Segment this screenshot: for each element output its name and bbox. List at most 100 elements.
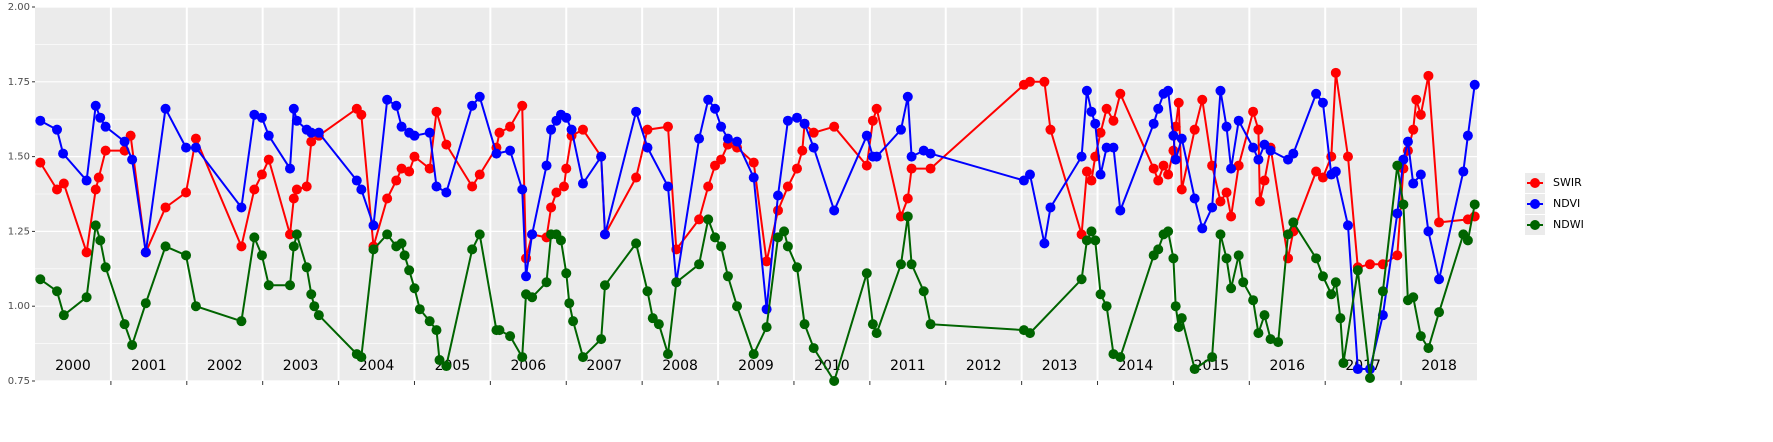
data-point (291, 229, 302, 240)
data-point (1189, 364, 1200, 375)
data-point (748, 349, 759, 360)
data-point (925, 148, 936, 159)
data-point (1076, 274, 1087, 285)
data-point (642, 142, 653, 153)
data-point (1086, 175, 1097, 186)
data-point (306, 136, 317, 147)
data-point (256, 112, 267, 123)
legend-marker (1530, 178, 1540, 188)
data-point (52, 286, 63, 297)
data-point (409, 151, 420, 162)
data-point (1168, 253, 1179, 264)
data-point (52, 124, 63, 135)
data-point (1415, 331, 1426, 342)
data-point (1265, 145, 1276, 156)
data-point (288, 193, 299, 204)
data-point (861, 130, 872, 141)
data-point (761, 256, 772, 267)
data-point (100, 262, 111, 273)
data-point (1259, 175, 1270, 186)
y-tick-label: 1.75 (8, 77, 30, 88)
data-point (561, 112, 572, 123)
data-point (1342, 151, 1353, 162)
data-point (541, 277, 552, 288)
data-point (1364, 373, 1375, 384)
data-point (160, 202, 171, 213)
data-point (902, 211, 913, 222)
data-point (1101, 103, 1112, 114)
data-point (1408, 124, 1419, 135)
data-point (249, 184, 260, 195)
data-point (1095, 169, 1106, 180)
data-point (1176, 184, 1187, 195)
data-point (1189, 193, 1200, 204)
data-point (505, 121, 516, 132)
data-point (1317, 97, 1328, 108)
data-point (263, 130, 274, 141)
data-point (895, 211, 906, 222)
data-point (1326, 289, 1337, 300)
data-point (1039, 238, 1050, 249)
data-point (918, 286, 929, 297)
data-point (494, 325, 505, 336)
data-point (546, 202, 557, 213)
data-point (551, 187, 562, 198)
data-point (1283, 229, 1294, 240)
data-point (434, 355, 445, 366)
data-point (1462, 130, 1473, 141)
data-point (1081, 85, 1092, 96)
year-label: 2001 (131, 358, 167, 374)
data-point (871, 328, 882, 339)
data-point (642, 124, 653, 135)
data-point (119, 319, 130, 330)
legend-label: NDVI (1553, 197, 1580, 210)
data-point (1163, 169, 1174, 180)
data-point (1392, 160, 1403, 171)
data-point (710, 232, 721, 243)
data-point (160, 103, 171, 114)
data-point (396, 163, 407, 174)
data-point (902, 91, 913, 102)
data-point (35, 115, 46, 126)
data-point (127, 340, 138, 351)
data-point (1115, 88, 1126, 99)
data-point (95, 112, 106, 123)
data-point (1153, 103, 1164, 114)
data-point (100, 145, 111, 156)
data-point (1233, 115, 1244, 126)
year-label: 2012 (966, 358, 1002, 374)
data-point (1226, 211, 1237, 222)
data-point (1215, 196, 1226, 207)
data-point (808, 127, 819, 138)
data-point (382, 229, 393, 240)
data-point (301, 262, 312, 273)
data-point (1226, 163, 1237, 174)
data-point (761, 322, 772, 333)
data-point (1398, 199, 1409, 210)
data-point (703, 94, 714, 105)
data-point (1024, 169, 1035, 180)
data-point (773, 205, 784, 216)
data-point (1330, 166, 1341, 177)
data-point (351, 175, 362, 186)
y-tick-label: 1.50 (8, 152, 30, 163)
year-label: 2013 (1042, 358, 1078, 374)
data-point (190, 142, 201, 153)
data-point (1288, 148, 1299, 159)
data-point (95, 235, 106, 246)
data-point (722, 133, 733, 144)
data-point (782, 241, 793, 252)
data-point (1238, 277, 1249, 288)
year-label: 2006 (510, 358, 546, 374)
data-point (1248, 295, 1259, 306)
data-point (291, 184, 302, 195)
data-point (81, 175, 92, 186)
data-point (1458, 166, 1469, 177)
data-point (925, 319, 936, 330)
y-tick-label: 0.75 (8, 376, 30, 387)
data-point (249, 232, 260, 243)
data-point (1415, 169, 1426, 180)
data-point (313, 310, 324, 321)
data-point (190, 301, 201, 312)
data-point (1352, 265, 1363, 276)
